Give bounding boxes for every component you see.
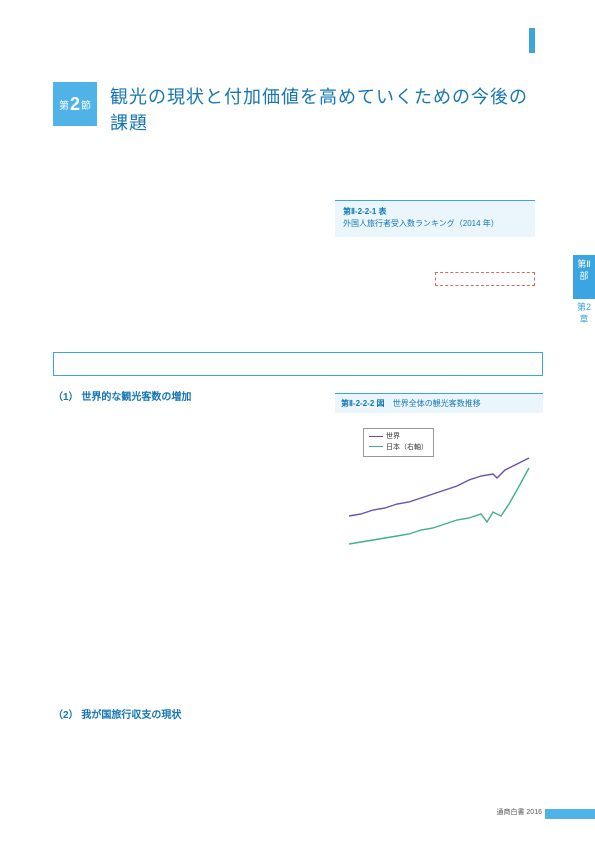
legend-swatch-japan [369, 446, 383, 447]
chart-legend: 世界 日本（右軸） [363, 428, 434, 457]
subheading-2: （2） 我が国旅行収支の現状 [53, 706, 181, 721]
legend-label-japan: 日本（右軸） [386, 444, 428, 451]
figure-caption: 第Ⅱ-2-2-2 図 世界全体の観光客数推移 [335, 393, 543, 413]
subheading-1: （1） 世界的な観光客数の増加 [53, 388, 191, 403]
badge-suffix: 節 [81, 97, 91, 112]
figure-title: 世界全体の観光客数推移 [393, 399, 481, 408]
legend-swatch-world [369, 436, 383, 437]
section-divider-frame [53, 352, 543, 376]
badge-number: 2 [70, 94, 80, 115]
legend-item-japan: 日本（右軸） [369, 443, 428, 454]
footer-text: 通商白書 2016 [496, 807, 542, 817]
side-tab-chapter: 第2章 [573, 302, 595, 325]
top-accent-bar [529, 28, 535, 53]
section-title: 観光の現状と付加価値を高めていくための今後の課題 [110, 84, 530, 136]
table-title: 外国人旅行者受入数ランキング（2014 年） [343, 218, 527, 230]
figure-ref: 第Ⅱ-2-2-2 図 [341, 399, 385, 408]
table-caption: 第Ⅱ-2-2-1 表 外国人旅行者受入数ランキング（2014 年） [335, 200, 535, 237]
section-badge: 第 2 節 [53, 82, 97, 126]
legend-label-world: 世界 [386, 433, 400, 440]
footer-accent-bar [545, 809, 595, 819]
highlight-dashed-box [435, 272, 535, 286]
legend-item-world: 世界 [369, 432, 428, 443]
side-tab-part-label: 第Ⅱ部 [577, 259, 590, 281]
line-chart: 世界 日本（右軸） [335, 418, 543, 563]
table-ref: 第Ⅱ-2-2-1 表 [343, 206, 527, 218]
side-tab-chapter-label: 第2章 [577, 302, 591, 324]
side-tab-part: 第Ⅱ部 [573, 255, 595, 299]
badge-prefix: 第 [59, 97, 69, 112]
